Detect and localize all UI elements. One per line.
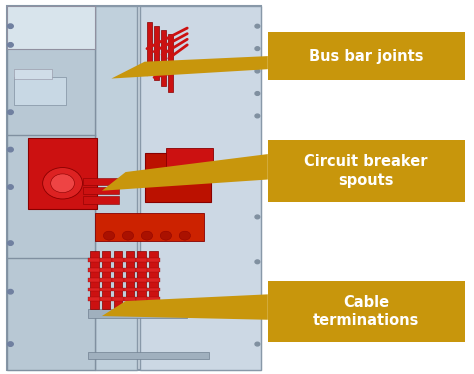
Polygon shape	[102, 154, 268, 191]
Polygon shape	[111, 56, 268, 79]
Circle shape	[255, 260, 260, 264]
FancyBboxPatch shape	[95, 213, 204, 241]
Circle shape	[255, 342, 260, 346]
FancyBboxPatch shape	[112, 288, 124, 291]
Circle shape	[255, 215, 260, 219]
Circle shape	[8, 147, 13, 152]
FancyBboxPatch shape	[88, 288, 100, 291]
FancyBboxPatch shape	[88, 278, 100, 282]
FancyBboxPatch shape	[147, 278, 160, 282]
FancyBboxPatch shape	[145, 153, 211, 202]
Circle shape	[8, 289, 13, 294]
FancyBboxPatch shape	[100, 258, 112, 262]
FancyBboxPatch shape	[95, 6, 137, 370]
Circle shape	[8, 241, 13, 245]
Circle shape	[255, 92, 260, 95]
FancyBboxPatch shape	[185, 6, 261, 370]
FancyBboxPatch shape	[136, 297, 148, 301]
FancyBboxPatch shape	[140, 6, 261, 370]
FancyBboxPatch shape	[88, 297, 100, 301]
FancyBboxPatch shape	[112, 258, 124, 262]
FancyBboxPatch shape	[90, 251, 99, 309]
FancyBboxPatch shape	[124, 288, 136, 291]
FancyBboxPatch shape	[124, 268, 136, 272]
FancyBboxPatch shape	[124, 278, 136, 282]
FancyBboxPatch shape	[124, 297, 136, 301]
FancyBboxPatch shape	[147, 22, 152, 75]
FancyBboxPatch shape	[7, 6, 95, 49]
FancyBboxPatch shape	[268, 280, 465, 342]
Circle shape	[255, 305, 260, 309]
FancyBboxPatch shape	[147, 297, 160, 301]
FancyBboxPatch shape	[168, 34, 173, 92]
Circle shape	[255, 69, 260, 73]
FancyBboxPatch shape	[88, 352, 209, 359]
FancyBboxPatch shape	[136, 278, 148, 282]
Circle shape	[103, 231, 115, 240]
FancyBboxPatch shape	[147, 268, 160, 272]
Circle shape	[255, 47, 260, 50]
Polygon shape	[102, 294, 268, 320]
FancyBboxPatch shape	[100, 278, 112, 282]
FancyBboxPatch shape	[136, 258, 148, 262]
Circle shape	[122, 231, 134, 240]
FancyBboxPatch shape	[100, 297, 112, 301]
FancyBboxPatch shape	[14, 69, 52, 79]
FancyBboxPatch shape	[112, 268, 124, 272]
FancyBboxPatch shape	[88, 258, 100, 262]
FancyBboxPatch shape	[83, 187, 118, 194]
FancyBboxPatch shape	[83, 178, 118, 185]
FancyBboxPatch shape	[147, 258, 160, 262]
FancyBboxPatch shape	[112, 278, 124, 282]
FancyBboxPatch shape	[149, 251, 158, 309]
FancyBboxPatch shape	[268, 140, 465, 202]
Circle shape	[255, 24, 260, 28]
Text: Bus bar joints: Bus bar joints	[309, 49, 423, 64]
FancyBboxPatch shape	[136, 268, 148, 272]
FancyBboxPatch shape	[137, 251, 146, 309]
FancyBboxPatch shape	[114, 251, 122, 309]
FancyBboxPatch shape	[161, 30, 166, 86]
Circle shape	[43, 168, 82, 199]
FancyBboxPatch shape	[136, 288, 148, 291]
FancyBboxPatch shape	[124, 258, 136, 262]
Circle shape	[255, 114, 260, 118]
Circle shape	[255, 166, 260, 170]
Circle shape	[8, 24, 13, 28]
Circle shape	[141, 231, 153, 240]
FancyBboxPatch shape	[28, 138, 97, 209]
FancyBboxPatch shape	[88, 309, 187, 318]
FancyBboxPatch shape	[83, 196, 118, 204]
FancyBboxPatch shape	[7, 6, 95, 370]
FancyBboxPatch shape	[102, 251, 110, 309]
Circle shape	[8, 342, 13, 346]
Circle shape	[160, 231, 172, 240]
FancyBboxPatch shape	[112, 297, 124, 301]
FancyBboxPatch shape	[7, 6, 261, 370]
FancyBboxPatch shape	[147, 288, 160, 291]
FancyBboxPatch shape	[154, 26, 159, 80]
Circle shape	[8, 43, 13, 47]
FancyBboxPatch shape	[126, 251, 134, 309]
Circle shape	[8, 185, 13, 189]
FancyBboxPatch shape	[166, 148, 213, 176]
Circle shape	[179, 231, 191, 240]
FancyBboxPatch shape	[100, 288, 112, 291]
FancyBboxPatch shape	[268, 32, 465, 80]
FancyBboxPatch shape	[88, 268, 100, 272]
Circle shape	[8, 110, 13, 114]
Text: Cable
terminations: Cable terminations	[313, 295, 419, 328]
FancyBboxPatch shape	[14, 77, 66, 105]
Circle shape	[51, 174, 74, 193]
FancyBboxPatch shape	[100, 268, 112, 272]
Text: Circuit breaker
spouts: Circuit breaker spouts	[304, 154, 428, 188]
